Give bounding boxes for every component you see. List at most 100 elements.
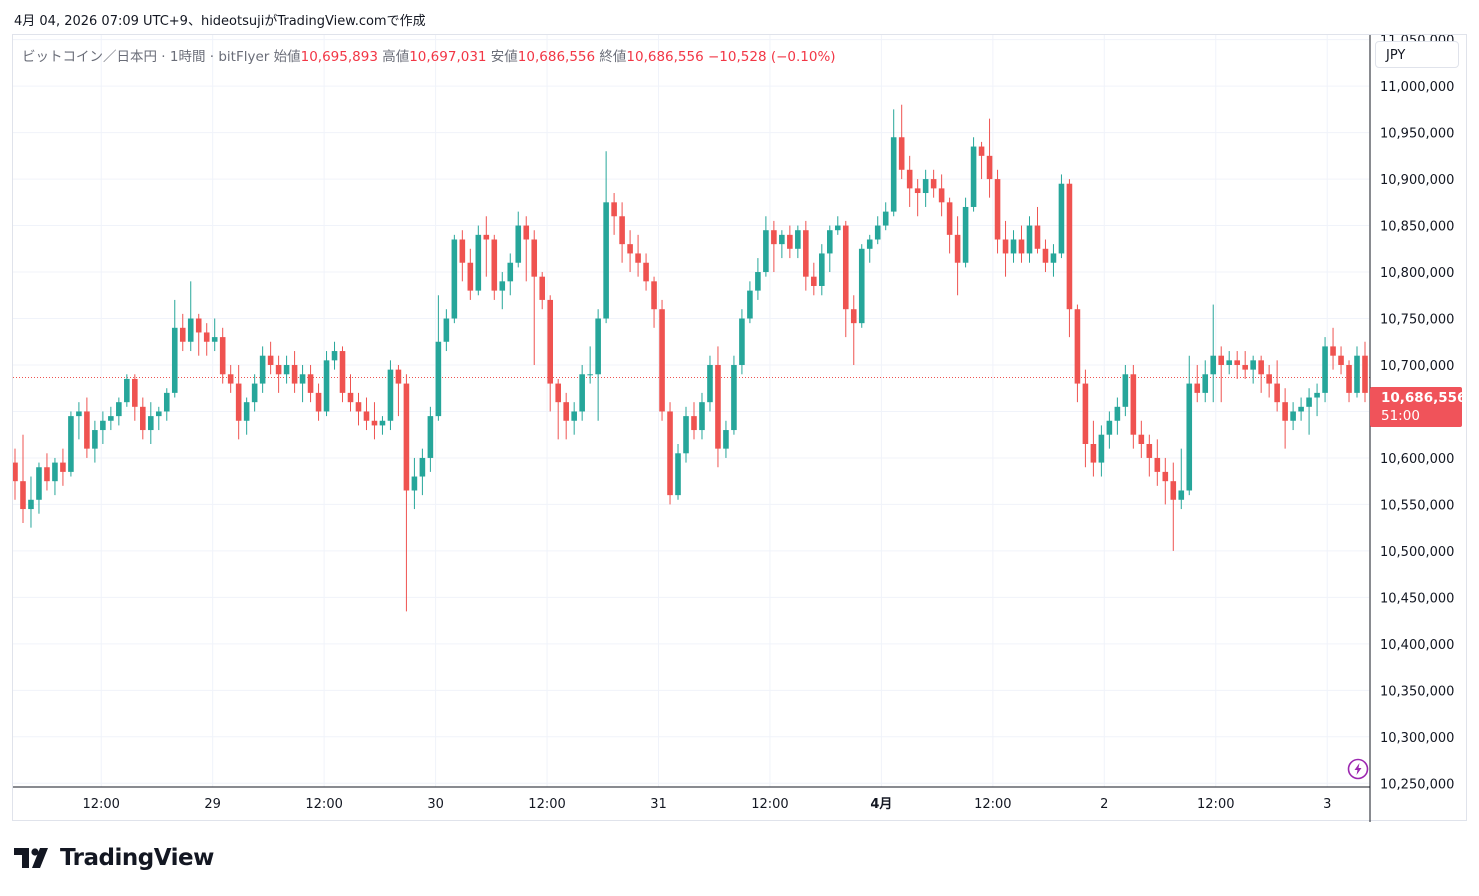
candle-body [1234, 360, 1240, 365]
candle-body [531, 239, 538, 277]
candle [1266, 364, 1272, 398]
candle-body [683, 416, 689, 454]
candle [451, 234, 458, 324]
candle [195, 313, 202, 356]
candle [1066, 179, 1073, 338]
candle [179, 313, 186, 352]
candle [1306, 388, 1312, 435]
candle-body [1282, 402, 1288, 421]
candle-body [1082, 383, 1089, 444]
candle-body [667, 411, 673, 496]
candle [1330, 327, 1336, 370]
candle [435, 295, 442, 421]
candle-body [890, 137, 897, 212]
candle [739, 309, 745, 375]
high-value: 10,697,031 [409, 49, 487, 65]
candle [283, 355, 290, 384]
candle [1218, 346, 1225, 403]
candle [507, 253, 514, 296]
candle [419, 448, 426, 496]
candle-body [379, 420, 386, 426]
candle-body [819, 253, 825, 286]
candle-body [1346, 364, 1352, 393]
candle [411, 457, 418, 510]
x-tick-label: 12:00 [82, 797, 119, 812]
candle [163, 388, 170, 421]
candle [1106, 411, 1113, 449]
candle-body [1162, 471, 1169, 482]
candle [371, 402, 378, 440]
candle-body [76, 411, 82, 417]
candle-body [419, 457, 426, 477]
candlestick-plot[interactable]: 10,250,000 10,300,000 10,350,000 10,400,000… [13, 35, 1468, 822]
candle-body [403, 383, 410, 491]
symbol-info[interactable]: ビットコイン／日本円 · 1時間 · bitFlyer [22, 49, 270, 65]
candle-body [1298, 406, 1304, 412]
candle-body [1194, 383, 1201, 393]
candle [307, 364, 314, 403]
candle-body [731, 364, 737, 431]
candle-body [235, 383, 242, 421]
candle-body [898, 137, 905, 170]
candle-body [874, 225, 881, 240]
candle-body [779, 234, 785, 245]
candle [563, 392, 569, 440]
candle-body [443, 318, 450, 342]
candle [707, 355, 713, 412]
candle [1202, 360, 1209, 403]
candle [755, 258, 761, 300]
candle [355, 392, 362, 426]
candle [1170, 462, 1177, 551]
y-tick-label: 10,350,000 [1380, 684, 1454, 699]
close-value: 10,686,556 [626, 49, 704, 65]
candle [747, 281, 753, 324]
candle [611, 193, 617, 235]
candle-body [363, 411, 370, 421]
candle-body [930, 179, 937, 189]
candle-body [291, 364, 298, 384]
candle-body [195, 318, 202, 333]
candle [1058, 174, 1065, 259]
candle-body [1154, 457, 1161, 472]
x-tick-label: 12:00 [751, 797, 788, 812]
candle-body [259, 355, 266, 384]
candle [946, 197, 953, 254]
y-tick-label: 10,750,000 [1380, 313, 1454, 328]
candle [475, 225, 482, 296]
last-price-badge: 10,686,556 51:00 [1370, 387, 1466, 427]
candle [1362, 341, 1368, 403]
candle-body [227, 374, 234, 384]
candle [763, 216, 769, 277]
x-tick-label: 29 [204, 797, 221, 812]
grid [13, 35, 1369, 787]
chart-frame[interactable]: 10,250,000 10,300,000 10,350,000 10,400,000… [12, 34, 1468, 822]
candle [20, 434, 26, 524]
candle [347, 374, 354, 412]
candle [1018, 225, 1025, 263]
candle-body [179, 327, 186, 342]
candle-body [219, 337, 226, 375]
candle-body [579, 374, 585, 412]
candle [587, 346, 593, 384]
candle [962, 197, 969, 268]
candle-body [1122, 374, 1129, 407]
candle [986, 118, 993, 198]
candle [187, 281, 194, 352]
candle [547, 295, 554, 412]
candle-body [954, 234, 961, 263]
candle [1258, 355, 1264, 393]
candle-body [850, 309, 857, 324]
flash-icon[interactable] [1347, 758, 1369, 780]
x-tick-label: 2 [1100, 797, 1108, 812]
candle-body [459, 239, 466, 263]
candle-body [946, 202, 953, 235]
candle-body [387, 369, 394, 421]
chart-creation-info: 4月 04, 2026 07:09 UTC+9、hideotsujiがTradi… [14, 14, 426, 29]
candle-body [515, 225, 522, 263]
currency-button[interactable]: JPY [1375, 41, 1459, 68]
candle-body [715, 364, 721, 449]
candle-body [1226, 360, 1232, 365]
candle [850, 295, 857, 365]
candle-body [203, 332, 210, 342]
candle [1162, 457, 1169, 505]
